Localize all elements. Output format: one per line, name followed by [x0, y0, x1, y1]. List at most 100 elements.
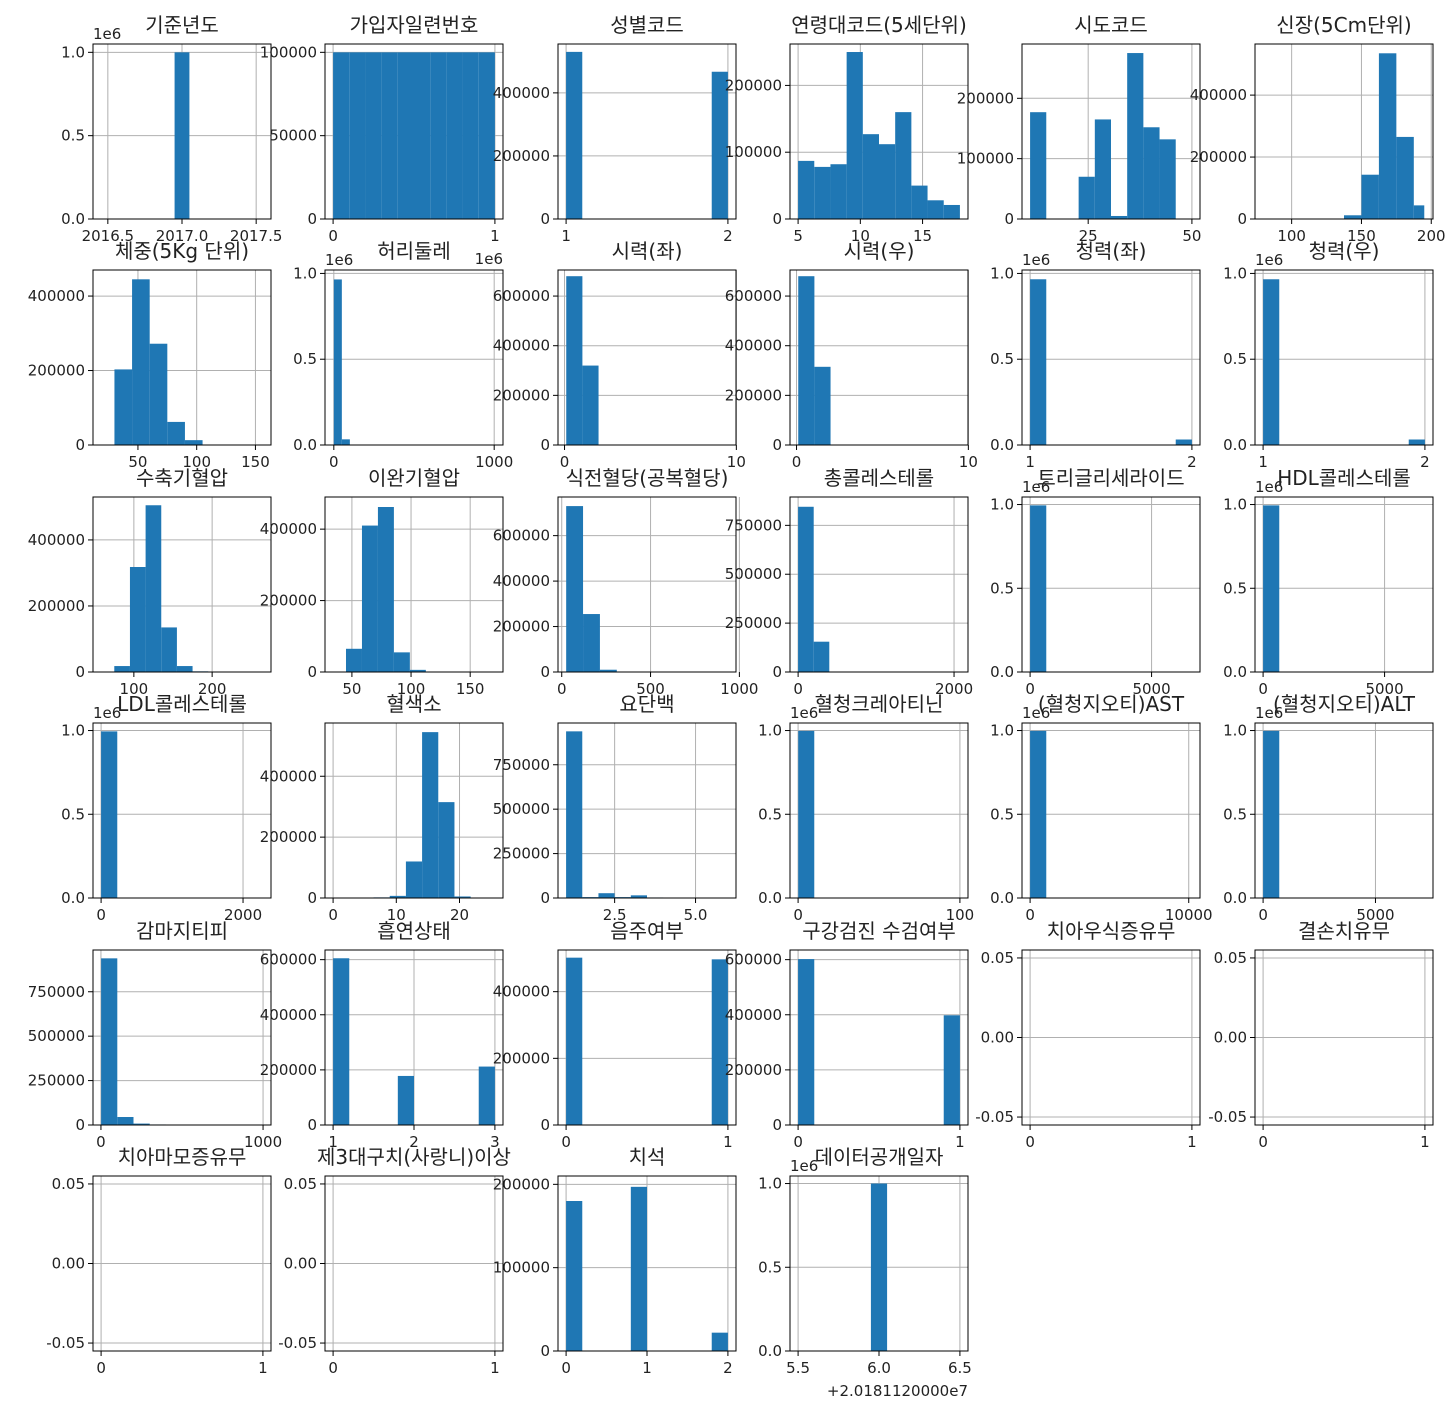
y-tick-label: 1.0 — [990, 264, 1014, 282]
subplot-title: 허리둘레 — [377, 239, 451, 263]
y-tick-label: -0.05 — [278, 1334, 317, 1352]
subplot-title: LDL콜레스테롤 — [117, 692, 247, 716]
x-tick-label: 100 — [946, 906, 975, 924]
axes-frame — [789, 496, 969, 673]
y-tick-label: 100000 — [957, 150, 1014, 168]
axes-frame — [557, 722, 737, 899]
x-tick-label: 0 — [1025, 680, 1035, 698]
histogram-bar — [798, 959, 815, 1125]
x-tick-label: 100 — [182, 453, 211, 471]
histogram-bar — [397, 1075, 414, 1125]
x-tick-label: 50 — [1182, 227, 1201, 245]
subplot-title: (혈청지오티)ALT — [1273, 692, 1416, 716]
x-tick-label: 2 — [1420, 453, 1430, 471]
y-offset-text: 1e6 — [1022, 251, 1050, 269]
x-offset-text: 1e6 — [475, 250, 503, 268]
x-tick-label: 0 — [793, 680, 803, 698]
x-tick-label: 2 — [723, 1359, 733, 1377]
x-tick-label: 0 — [792, 453, 802, 471]
y-offset-text: 1e6 — [1255, 704, 1283, 722]
y-tick-label: 200000 — [725, 386, 782, 404]
subplot: 0 1 0 200000 400000 음주여부 — [493, 919, 737, 1151]
histogram-bar — [1159, 139, 1176, 219]
y-tick-label: 0.0 — [990, 436, 1014, 454]
x-tick-label: 20 — [450, 906, 469, 924]
subplot-title: 음주여부 — [610, 919, 684, 943]
x-tick-label: 0 — [328, 227, 338, 245]
histogram-bar — [1396, 136, 1414, 219]
subplot-title: 가입자일련번호 — [350, 13, 479, 37]
y-tick-label: 200000 — [493, 147, 550, 165]
y-tick-label: 100000 — [725, 143, 782, 161]
histogram-bar — [430, 52, 447, 220]
x-tick-label: 1 — [1025, 453, 1035, 471]
histogram-bar — [798, 160, 815, 219]
histogram-bar — [361, 525, 378, 672]
subplot: 100 150 200 0 200000 400000 신장(5Cm단위) — [1190, 13, 1446, 245]
histogram-bar — [333, 52, 350, 220]
y-tick-label: 1.0 — [758, 722, 782, 740]
histogram-bar — [582, 365, 599, 445]
subplot-title: 청력(좌) — [1076, 239, 1147, 263]
histogram-bar — [414, 52, 431, 220]
histogram-bar — [798, 506, 814, 672]
subplot: 0 10 0 200000 400000 600000 시력(좌) — [493, 239, 746, 471]
x-tick-label: 2 — [409, 1133, 419, 1151]
y-tick-label: 0.00 — [284, 1255, 317, 1273]
histogram-bar — [184, 440, 203, 445]
y-tick-label: 1.0 — [1223, 722, 1247, 740]
histogram-bar — [393, 652, 410, 672]
subplot-title: 데이터공개일자 — [815, 1145, 944, 1169]
histogram-bar — [132, 279, 150, 445]
y-tick-label: -0.05 — [975, 1108, 1014, 1126]
histogram-bar — [101, 958, 118, 1125]
histogram-bar — [117, 1117, 134, 1125]
y-tick-label: 400000 — [260, 767, 317, 785]
x-tick-label: 10 — [959, 453, 978, 471]
y-tick-label: 0 — [75, 663, 85, 681]
x-tick-label: 200 — [198, 680, 227, 698]
y-tick-label: 0.0 — [990, 663, 1014, 681]
y-tick-label: 200000 — [725, 76, 782, 94]
histogram-bar — [598, 893, 615, 898]
histogram-bar — [895, 112, 912, 219]
subplot-title: 성별코드 — [610, 13, 684, 37]
histogram-bar — [114, 666, 130, 672]
axes-frame — [1254, 269, 1434, 446]
histogram-bar — [1094, 119, 1111, 219]
x-tick-label: 0 — [329, 453, 339, 471]
axes-frame — [1021, 43, 1201, 220]
y-tick-label: 0.00 — [981, 1029, 1014, 1047]
y-tick-label: 0 — [540, 1116, 550, 1134]
y-tick-label: 0 — [772, 210, 782, 228]
x-tick-label: 1 — [955, 1133, 965, 1151]
y-tick-label: 0 — [75, 436, 85, 454]
y-tick-label: 50000 — [269, 127, 317, 145]
y-offset-text: 1e6 — [93, 25, 121, 43]
histogram-bar — [365, 52, 382, 220]
y-tick-label: 600000 — [260, 951, 317, 969]
y-tick-label: 200000 — [28, 362, 85, 380]
y-tick-label: 0.05 — [1214, 949, 1247, 967]
subplot-title: 시도코드 — [1074, 13, 1148, 37]
histogram-bar — [566, 276, 583, 445]
axes-frame — [324, 496, 504, 673]
x-tick-label: 0 — [328, 906, 338, 924]
y-tick-label: 0.0 — [1223, 663, 1247, 681]
x-offset-text: +2.0181120000e7 — [827, 1382, 968, 1400]
x-tick-label: 0 — [96, 1133, 106, 1151]
x-tick-label: 2000 — [224, 906, 262, 924]
x-tick-label: 0 — [561, 1133, 571, 1151]
histogram-bar — [1143, 127, 1160, 219]
x-tick-label: 100 — [120, 680, 149, 698]
subplot-title: 이완기혈압 — [368, 466, 460, 490]
x-tick-label: 6.5 — [948, 1359, 972, 1377]
y-tick-label: 0.0 — [758, 1342, 782, 1360]
y-tick-label: 400000 — [725, 337, 782, 355]
axes-frame — [789, 722, 969, 899]
y-tick-label: 250000 — [725, 614, 782, 632]
x-tick-label: 0 — [557, 680, 567, 698]
